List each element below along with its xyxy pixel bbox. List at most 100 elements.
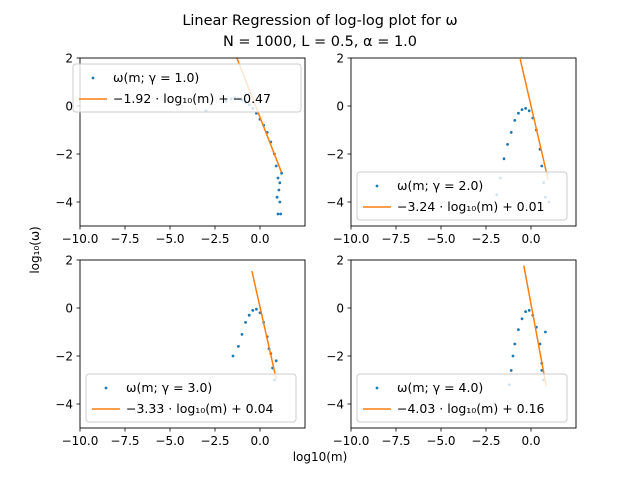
data-point — [524, 107, 527, 110]
y-tick-label: 0 — [336, 302, 344, 316]
legend-marker-scatter — [91, 76, 95, 80]
y-tick-label: 2 — [65, 254, 73, 268]
legend-label-scatter: ω(m; γ = 2.0) — [397, 178, 483, 193]
x-tick-label: 0.0 — [521, 434, 540, 448]
x-tick-label: −5.0 — [155, 232, 184, 246]
data-point — [278, 200, 282, 204]
data-point — [520, 108, 524, 111]
data-point — [276, 212, 280, 216]
y-tick-label: −2 — [326, 350, 344, 364]
data-point — [275, 195, 279, 199]
y-tick-label: −2 — [55, 350, 73, 364]
data-point — [527, 109, 531, 113]
y-tick-label: −2 — [55, 148, 73, 162]
data-point — [527, 309, 531, 312]
x-tick-label: −7.5 — [381, 232, 410, 246]
data-point — [520, 317, 524, 321]
legend: ω(m; γ = 2.0) −3.24 · log₁₀(m) + 0.01 — [356, 171, 568, 221]
data-point — [513, 119, 517, 122]
y-tick-label: 0 — [336, 100, 344, 114]
y-tick-label: 2 — [65, 52, 73, 66]
x-tick-label: −7.5 — [110, 232, 139, 246]
legend: ω(m; γ = 1.0) −1.92 · log₁₀(m) + −0.47 — [72, 63, 302, 113]
legend-marker-scatter — [375, 386, 379, 390]
fit-line — [251, 270, 277, 380]
x-tick-label: −2.5 — [471, 232, 500, 246]
data-point — [251, 309, 255, 312]
x-tick-label: −10.0 — [333, 232, 370, 246]
y-tick-label: −2 — [326, 148, 344, 162]
data-point — [511, 354, 515, 358]
legend-marker-scatter — [104, 386, 108, 390]
subplot-4: −10.0 −7.5 −5.0 −2.5 0.0 2 0 −2 −4 ω(m; γ = 4.0) −… — [326, 254, 577, 448]
y-tick-label: −4 — [326, 196, 344, 210]
data-point — [524, 310, 527, 313]
legend-frame — [356, 373, 568, 423]
x-axis-label: log10(m) — [293, 450, 348, 464]
legend-label-scatter: ω(m; γ = 3.0) — [126, 380, 212, 395]
data-point — [509, 131, 513, 134]
data-point — [276, 176, 280, 180]
legend-label-scatter: ω(m; γ = 1.0) — [113, 70, 199, 85]
data-point — [502, 157, 506, 161]
data-point — [237, 345, 240, 348]
legend: ω(m; γ = 3.0) −3.33 · log₁₀(m) + 0.04 — [85, 373, 297, 423]
x-tick-label: −5.0 — [426, 434, 455, 448]
fit-line — [523, 265, 548, 387]
x-tick-label: −7.5 — [110, 434, 139, 448]
x-tick-label: −2.5 — [471, 434, 500, 448]
legend-label-fit: −3.33 · log₁₀(m) + 0.04 — [126, 401, 274, 416]
subplot-2: −10.0 −7.5 −5.0 −2.5 0.0 2 0 −2 −4 ω(m; γ = 2.0) −… — [326, 52, 577, 246]
data-point — [231, 354, 235, 358]
x-tick-label: 0.0 — [521, 232, 540, 246]
data-point — [277, 188, 281, 192]
legend-label-fit: −3.24 · log₁₀(m) + 0.01 — [397, 199, 545, 214]
data-point — [278, 181, 282, 185]
data-point — [544, 330, 547, 334]
y-tick-label: 2 — [336, 254, 344, 268]
legend: ω(m; γ = 4.0) −4.03 · log₁₀(m) + 0.16 — [356, 373, 568, 423]
data-point — [247, 313, 251, 317]
x-tick-label: −10.0 — [62, 232, 99, 246]
legend-label-fit: −1.92 · log₁₀(m) + −0.47 — [113, 91, 271, 106]
data-point — [506, 143, 509, 146]
plot-frame — [79, 57, 306, 227]
x-tick-label: −2.5 — [200, 434, 229, 448]
x-tick-label: 0.0 — [250, 232, 269, 246]
data-point — [279, 212, 283, 216]
y-tick-label: 0 — [65, 302, 73, 316]
data-point — [517, 328, 520, 331]
y-tick-label: 2 — [336, 52, 344, 66]
y-axis-label: log₁₀(ω) — [28, 226, 42, 273]
plot-frame — [79, 259, 306, 429]
data-point — [274, 359, 278, 363]
legend-label-scatter: ω(m; γ = 4.0) — [397, 380, 483, 395]
data-point — [274, 164, 278, 168]
y-tick-label: −4 — [326, 398, 344, 412]
subplot-1: −10.0 −7.5 −5.0 −2.5 0.0 2 0 −2 −4 ω(m; γ = 1.0) −… — [55, 52, 306, 246]
legend-label-fit: −4.03 · log₁₀(m) + 0.16 — [397, 401, 545, 416]
subplot-grid: −10.0 −7.5 −5.0 −2.5 0.0 2 0 −2 −4 ω(m; γ = 1.0) −… — [55, 52, 577, 448]
x-tick-label: −10.0 — [333, 434, 370, 448]
legend-frame — [356, 171, 568, 221]
data-point — [517, 111, 520, 115]
plot-content — [231, 270, 278, 382]
figure-title-line1: Linear Regression of log-log plot for ω — [182, 13, 457, 29]
x-tick-label: 0.0 — [250, 434, 269, 448]
x-tick-label: −5.0 — [426, 232, 455, 246]
y-tick-label: −4 — [55, 196, 73, 210]
legend-frame — [72, 63, 302, 113]
data-point — [513, 342, 517, 346]
x-tick-label: −5.0 — [155, 434, 184, 448]
data-point — [240, 333, 244, 336]
x-tick-label: −10.0 — [62, 434, 99, 448]
data-point — [540, 164, 544, 168]
legend-frame — [85, 373, 297, 423]
subplot-3: −10.0 −7.5 −5.0 −2.5 0.0 2 0 −2 −4 ω(m; γ = 3.0) −… — [55, 254, 306, 448]
y-tick-label: 0 — [65, 100, 73, 114]
plot-frame — [350, 57, 577, 227]
fit-line — [519, 58, 549, 180]
plot-frame — [350, 259, 577, 429]
data-point — [244, 321, 248, 324]
